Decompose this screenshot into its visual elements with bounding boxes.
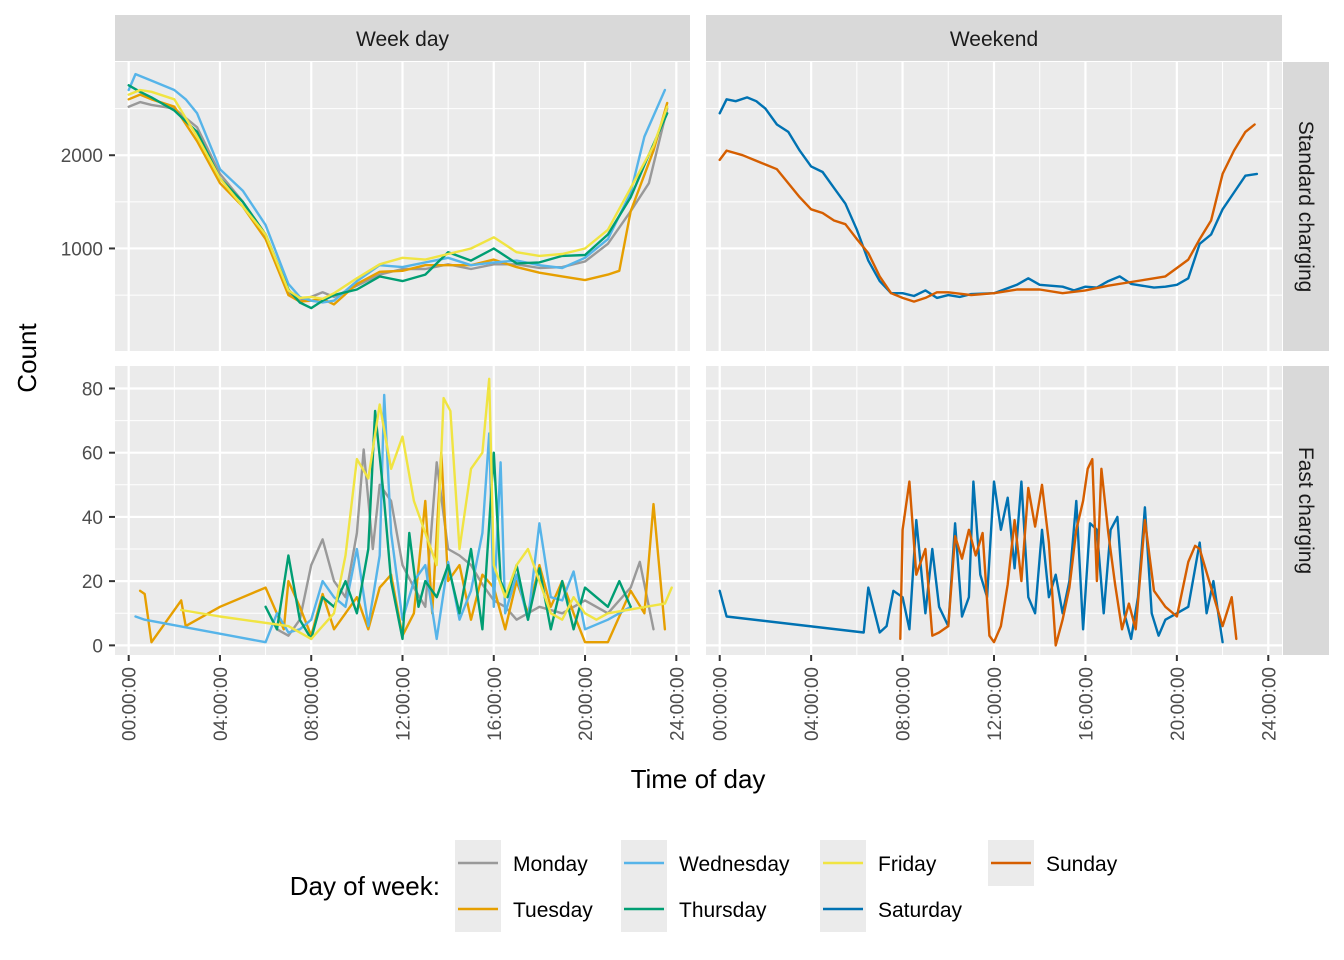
axes-layer: 1000 2000 0 20 40 60 80 00:00:00 04:00:00 08:00:0… [61, 146, 1281, 741]
series-line-monday-std [127, 100, 669, 302]
x-tick-label: 20:00:00 [1168, 667, 1189, 741]
x-tick-label: 08:00:00 [894, 667, 915, 741]
x-tick-label: 24:00:00 [1259, 667, 1280, 741]
panel-1-0 [115, 366, 690, 655]
facet-strips: Week day Weekend Standard charging Fast cha… [115, 15, 1329, 655]
series-group [134, 377, 673, 644]
y-tick-label: 20 [82, 572, 103, 593]
x-tick-label: 20:00:00 [576, 667, 597, 741]
legend-label: Tuesday [513, 899, 593, 922]
legend-item-friday: Friday [820, 840, 937, 886]
series-line-thursday-fast [264, 409, 632, 641]
legend-item-thursday: Thursday [621, 886, 767, 932]
y-tick-label: 40 [82, 508, 103, 529]
x-tick-label: 12:00:00 [394, 667, 415, 741]
legend-label: Wednesday [679, 853, 790, 876]
legend-item-saturday: Saturday [820, 886, 963, 932]
legend: Day of week: Monday Tuesday Wednesday Thurs… [290, 840, 1118, 932]
column-strip-label: Weekend [950, 28, 1038, 51]
series-line-friday-std [127, 88, 669, 300]
y-tick-label: 60 [82, 444, 103, 465]
series-line-saturday-fast [718, 480, 1224, 644]
series-line-saturday-std [718, 96, 1259, 300]
x-tick-label: 08:00:00 [302, 667, 323, 741]
panel-0-1 [706, 62, 1282, 351]
panel-0-0 [115, 62, 690, 351]
x-tick-label: 24:00:00 [667, 667, 688, 741]
x-tick-label: 00:00:00 [711, 667, 732, 741]
y-tick-label: 80 [82, 379, 103, 400]
legend-item-wednesday: Wednesday [621, 840, 790, 886]
x-tick-label: 00:00:00 [120, 667, 141, 741]
y-tick-label: 2000 [61, 146, 103, 167]
legend-title: Day of week: [290, 871, 440, 901]
legend-item-sunday: Sunday [988, 840, 1118, 886]
panels-layer [115, 62, 1282, 655]
row-strip-label: Fast charging [1294, 447, 1317, 574]
legend-item-monday: Monday [455, 840, 588, 886]
y-tick-label: 0 [92, 636, 103, 657]
series-group [718, 457, 1238, 647]
x-tick-label: 16:00:00 [485, 667, 506, 741]
panel-1-1 [706, 366, 1282, 655]
legend-label: Friday [878, 853, 937, 876]
y-tick-label: 1000 [61, 239, 103, 260]
series-line-tuesday-std [127, 93, 669, 306]
series-line-friday-fast [180, 377, 673, 641]
legend-label: Thursday [679, 899, 767, 922]
x-axis-title: Time of day [631, 764, 766, 794]
series-line-wednesday-fast [134, 393, 632, 644]
column-strip [115, 15, 690, 61]
y-axis-title: Count [12, 323, 42, 393]
x-tick-label: 16:00:00 [1076, 667, 1097, 741]
series-group [718, 96, 1259, 303]
series-line-wednesday-std [127, 72, 667, 304]
x-tick-label: 12:00:00 [985, 667, 1006, 741]
series-line-sunday-std [718, 123, 1256, 303]
row-strip [1283, 62, 1329, 351]
series-group [127, 72, 669, 310]
column-strip [706, 15, 1282, 61]
row-strip [1283, 366, 1329, 655]
series-line-sunday-fast [899, 457, 1238, 647]
column-strip-label: Week day [356, 28, 449, 51]
x-tick-label: 04:00:00 [211, 667, 232, 741]
x-tick-label: 04:00:00 [802, 667, 823, 741]
legend-label: Saturday [878, 899, 963, 922]
legend-item-tuesday: Tuesday [455, 886, 593, 932]
legend-label: Monday [513, 853, 588, 876]
row-strip-label: Standard charging [1294, 121, 1317, 293]
legend-label: Sunday [1046, 853, 1118, 876]
